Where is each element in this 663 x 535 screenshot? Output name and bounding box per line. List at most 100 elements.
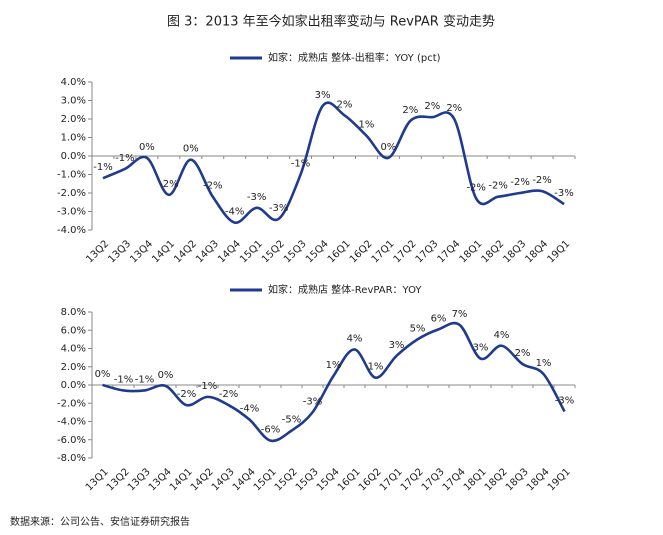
y-tick-label: 1.0%	[61, 133, 86, 144]
x-tick-label: 19Q1	[545, 238, 572, 265]
x-tick-label: 18Q1	[462, 466, 489, 493]
y-tick-label: -3.0%	[57, 207, 86, 218]
source-note: 数据来源：公司公告、安信证券研究报告	[10, 515, 190, 528]
x-tick-label: 14Q2	[189, 466, 216, 493]
data-label: -3%	[555, 395, 574, 406]
data-label: 3%	[473, 343, 489, 354]
data-label: -1%	[93, 162, 112, 173]
data-label: -2%	[510, 177, 529, 188]
x-tick-label: 13Q2	[105, 466, 132, 493]
x-tick-label: 13Q2	[84, 238, 111, 265]
y-tick-label: 4.0%	[61, 77, 86, 88]
x-tick-label: 17Q3	[420, 466, 447, 493]
y-tick-label: 3.0%	[61, 96, 86, 107]
legend-label: 如家：成熟店 整体-出租率：YOY (pct)	[268, 51, 441, 64]
data-label: 0%	[95, 369, 111, 380]
x-tick-label: 15Q4	[304, 238, 331, 265]
data-label: 2%	[337, 99, 353, 110]
x-tick-label: 13Q3	[126, 466, 153, 493]
y-tick-label: -6.0%	[57, 435, 86, 446]
data-label: -3%	[247, 192, 266, 203]
x-tick-label: 16Q1	[336, 466, 363, 493]
data-label: -1%	[114, 374, 133, 385]
y-tick-label: 2.0%	[61, 114, 86, 125]
legend-label: 如家：成熟店 整体-RevPAR：YOY	[268, 283, 422, 296]
x-tick-label: 18Q4	[525, 466, 552, 493]
x-tick-label: 13Q4	[128, 238, 155, 265]
x-tick-label: 17Q1	[378, 466, 405, 493]
data-label: 7%	[452, 309, 468, 320]
data-label: 2%	[446, 103, 462, 114]
x-tick-label: 19Q1	[546, 466, 573, 493]
series-line	[102, 321, 566, 443]
series-line	[102, 101, 565, 224]
x-tick-label: 17Q4	[436, 238, 463, 265]
x-tick-label: 15Q3	[294, 466, 321, 493]
data-label: 3%	[389, 340, 405, 351]
x-tick-label: 17Q4	[441, 466, 468, 493]
data-label: -4%	[225, 207, 244, 218]
data-label: 0%	[183, 144, 199, 155]
data-label: 1%	[358, 120, 374, 131]
x-tick-label: 13Q3	[106, 238, 133, 265]
x-tick-label: 18Q3	[502, 238, 529, 265]
x-tick-label: 17Q3	[414, 238, 441, 265]
data-label: -2%	[219, 389, 238, 400]
x-tick-label: 18Q2	[483, 466, 510, 493]
data-label: -6%	[261, 425, 280, 436]
data-label: -1%	[135, 374, 154, 385]
x-tick-label: 16Q2	[357, 466, 384, 493]
x-tick-label: 18Q2	[480, 238, 507, 265]
y-tick-label: 2.0%	[61, 362, 86, 373]
data-label: -1%	[115, 153, 134, 164]
y-tick-label: -4.0%	[57, 225, 86, 236]
data-label: 6%	[431, 313, 447, 324]
data-label: -1%	[198, 381, 217, 392]
data-label: -3%	[303, 396, 322, 407]
y-tick-label: -2.0%	[57, 188, 86, 199]
data-label: 5%	[410, 323, 426, 334]
data-label: -2%	[177, 389, 196, 400]
x-tick-label: 14Q3	[194, 238, 221, 265]
data-label: 1%	[368, 362, 384, 373]
y-tick-label: -1.0%	[57, 170, 86, 181]
x-tick-label: 18Q3	[504, 466, 531, 493]
figure-title: 图 3：2013 年至今如家出租率变动与 RevPAR 变动走势	[167, 14, 495, 30]
x-tick-label: 14Q1	[168, 466, 195, 493]
x-tick-label: 17Q1	[370, 238, 397, 265]
y-tick-label: 0.0%	[61, 380, 86, 391]
x-tick-label: 17Q2	[399, 466, 426, 493]
data-label: -2%	[488, 181, 507, 192]
y-tick-label: -8.0%	[57, 453, 86, 464]
data-label: 0%	[139, 142, 155, 153]
x-tick-label: 14Q3	[210, 466, 237, 493]
x-tick-label: 14Q4	[216, 238, 243, 265]
y-tick-label: 4.0%	[61, 344, 86, 355]
y-tick-label: 0.0%	[61, 151, 86, 162]
x-tick-label: 15Q2	[273, 466, 300, 493]
x-tick-label: 15Q4	[315, 466, 342, 493]
data-label: 2%	[515, 348, 531, 359]
data-label: -2%	[203, 181, 222, 192]
x-tick-label: 18Q1	[458, 238, 485, 265]
y-tick-label: 8.0%	[61, 307, 86, 318]
data-label: -3%	[554, 188, 573, 199]
data-label: 2%	[424, 101, 440, 112]
data-label: -2%	[532, 175, 551, 186]
data-label: 3%	[315, 90, 331, 101]
data-label: 4%	[347, 333, 363, 344]
data-label: -3%	[269, 203, 288, 214]
data-label: -4%	[240, 404, 259, 415]
x-tick-label: 16Q1	[326, 238, 353, 265]
x-tick-label: 16Q2	[348, 238, 375, 265]
x-tick-label: 14Q2	[172, 238, 199, 265]
x-tick-label: 15Q2	[260, 238, 287, 265]
x-tick-label: 13Q4	[147, 466, 174, 493]
data-label: -1%	[291, 159, 310, 170]
data-label: -5%	[282, 415, 301, 426]
data-label: -2%	[159, 179, 178, 190]
x-tick-label: 13Q1	[84, 466, 111, 493]
data-label: 2%	[402, 105, 418, 116]
x-tick-label: 14Q4	[231, 466, 258, 493]
